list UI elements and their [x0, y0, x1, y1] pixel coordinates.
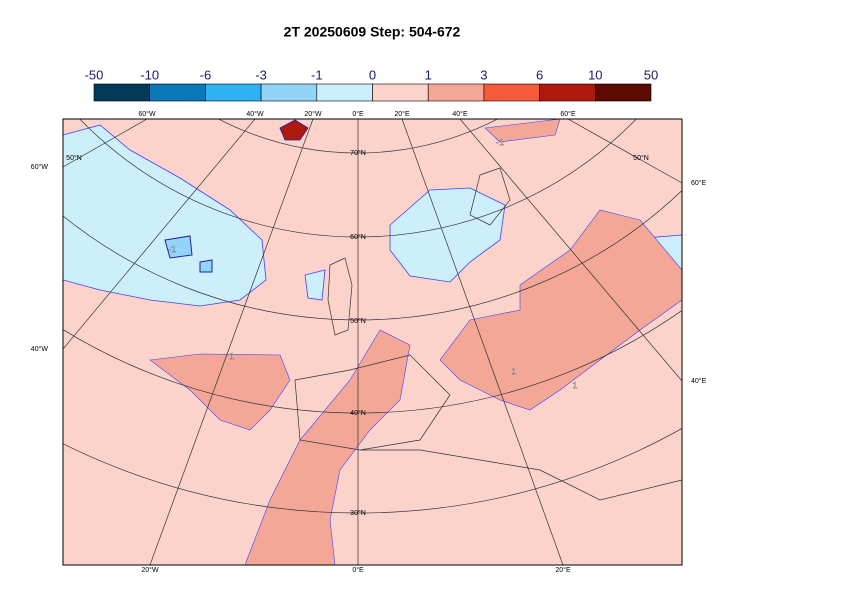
warm-anomaly [279, 119, 309, 141]
colorbar-label: -3 [255, 67, 267, 82]
colorbar-bin [316, 83, 373, 102]
meridian [567, 119, 682, 184]
graticule-label: 70°N [350, 149, 366, 157]
graticule-label: 50°N [633, 154, 649, 162]
cold-anomaly [389, 187, 506, 283]
parallel [63, 427, 682, 514]
graticule-label: 20°E [394, 110, 410, 118]
meridian [401, 119, 564, 565]
contour-label: 1 [511, 366, 516, 376]
cold-anomaly [164, 235, 213, 273]
map [63, 119, 682, 565]
coastline [294, 167, 682, 501]
graticule-label: 50°N [66, 154, 82, 162]
colorbar-label: 10 [588, 67, 602, 82]
parallel [79, 119, 637, 238]
colorbar: -50 -10 -6 -3 -1 0 1 3 6 10 50 [85, 67, 658, 102]
graticule-label: 60°N [350, 233, 366, 241]
graticule-label: 20°W [304, 110, 322, 118]
graticule-label: 40°W [246, 110, 264, 118]
meridian [63, 119, 256, 350]
colorbar-label: 3 [480, 67, 487, 82]
colorbar-bin [260, 83, 318, 102]
graticule-label: 0°E [352, 110, 364, 118]
warm-anomaly [244, 329, 411, 565]
colorbar-bin [372, 83, 429, 102]
map-labels: 60°W 40°W 20°W 0°E 20°E 40°E 60°E 20°W 0°E 20°E 60… [31, 110, 707, 574]
parallel [63, 309, 682, 414]
warm-anomaly [484, 119, 561, 143]
colorbar-bin [149, 83, 206, 102]
contour-label: 1 [229, 351, 234, 361]
colorbar-label: 0 [369, 67, 376, 82]
colorbar-label: 50 [644, 67, 658, 82]
colorbar-bin [205, 83, 262, 102]
graticule [63, 119, 682, 565]
graticule-label: 40°W [31, 345, 49, 353]
parallel [63, 189, 682, 321]
graticule-label: 40°E [691, 377, 707, 385]
colorbar-label: -50 [85, 67, 104, 82]
graticule-label: 30°N [350, 509, 366, 517]
meridian [149, 119, 314, 565]
title: 2T 20250609 Step: 504-672 [284, 24, 461, 40]
cold-anomaly [63, 124, 267, 307]
colorbar-bin [594, 83, 652, 102]
colorbar-bin [427, 83, 485, 102]
graticule-label: 60°E [560, 110, 576, 118]
colorbar-label: 1 [425, 67, 432, 82]
contour-label: 1 [572, 380, 577, 390]
warm-anomaly [439, 209, 682, 411]
colorbar-label: -10 [140, 67, 159, 82]
colorbar-bin [539, 83, 596, 102]
graticule-label: 60°W [31, 163, 49, 171]
contour-label: -1 [496, 137, 504, 147]
graticule-label: 40°E [452, 110, 468, 118]
graticule-label: 20°E [555, 566, 571, 574]
parallel [217, 119, 499, 154]
graticule-label: 40°N [350, 409, 366, 417]
colorbar-label: -6 [200, 67, 212, 82]
meridian [459, 119, 682, 382]
graticule-label: 60°E [691, 179, 707, 187]
graticule-label: 50°N [350, 317, 366, 325]
contour-label: -1 [168, 244, 176, 254]
colorbar-bin [483, 83, 540, 102]
colorbar-label: -1 [311, 67, 323, 82]
graticule-label: 60°W [138, 110, 156, 118]
colorbar-bin [93, 83, 151, 102]
graticule-label: 0°E [352, 566, 364, 574]
graticule-label: 20°W [141, 566, 159, 574]
map-frame [62, 118, 683, 566]
colorbar-label: 6 [536, 67, 543, 82]
